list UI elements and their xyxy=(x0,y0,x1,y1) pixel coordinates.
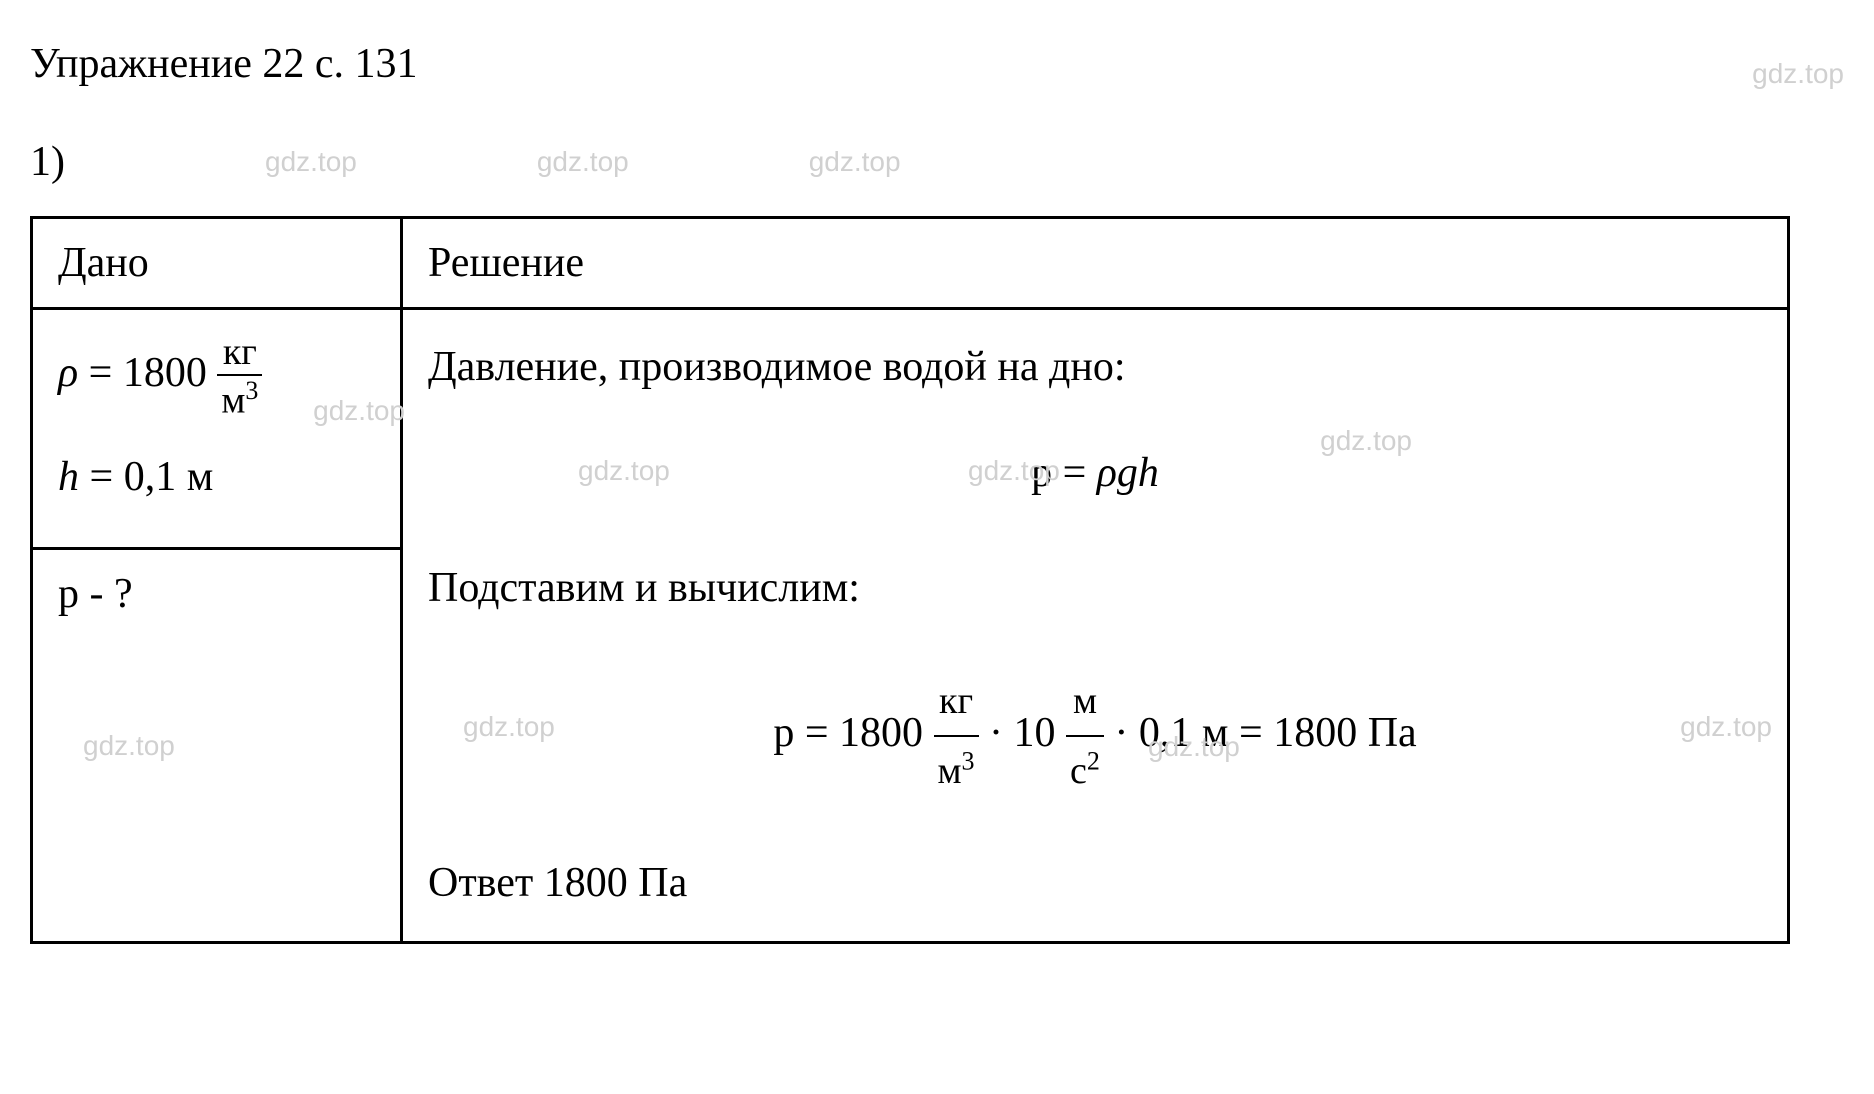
density-var: ρ xyxy=(58,350,78,396)
formula-h: h xyxy=(1138,450,1159,496)
solution-line-1: Давление, производимое водой на дно: xyxy=(428,330,1762,406)
solution-cell: Давление, производимое водой на дно: p =… xyxy=(402,309,1789,943)
watermark-f1a: gdz.top xyxy=(578,446,670,496)
watermark-given: gdz.top xyxy=(313,395,405,427)
calc-p: p xyxy=(773,710,794,756)
calc-eq-2: = xyxy=(1239,710,1273,756)
watermark-calc-b: gdz.top xyxy=(1148,722,1240,772)
watermark-calc-c: gdz.top xyxy=(1680,702,1772,752)
formula-eq: = xyxy=(1063,450,1097,496)
answer-label: Ответ xyxy=(428,860,533,906)
item-number: 1) xyxy=(30,138,65,186)
formula-g: g xyxy=(1117,450,1138,496)
calculation: p = 1800 кг м3 · 10 м с2 · 0,1 xyxy=(428,667,1762,806)
calc-dot-1: · xyxy=(989,710,1014,756)
eq-sign-2: = xyxy=(90,454,124,500)
given-header: Дано xyxy=(32,218,402,309)
watermark-header: gdz.top xyxy=(1752,58,1844,90)
watermark-2: gdz.top xyxy=(537,146,629,178)
solution-line-2: Подставим и вычислим: xyxy=(428,551,1762,627)
answer-value: 1800 xyxy=(544,860,628,906)
table-header-row: Дано Решение xyxy=(32,218,1789,309)
calc-u1-den: м3 xyxy=(934,737,979,805)
calc-v2: 10 xyxy=(1014,710,1056,756)
eq-sign: = xyxy=(89,350,123,396)
given-data: ρ = 1800 кг м3 h = 0,1 м gdz.top xyxy=(33,310,400,550)
page-title: Упражнение 22 с. 131 xyxy=(30,40,418,88)
watermark-3: gdz.top xyxy=(809,146,901,178)
height-unit: м xyxy=(187,454,214,500)
calc-dot-2: · xyxy=(1114,710,1139,756)
header-row: Упражнение 22 с. 131 gdz.top xyxy=(30,40,1844,108)
calc-u2-num: м xyxy=(1066,667,1104,737)
density-unit-fraction: кг м3 xyxy=(217,330,262,423)
calc-v1: 1800 xyxy=(839,710,923,756)
answer-line: Ответ 1800 Па xyxy=(428,846,1762,922)
table-content-row: ρ = 1800 кг м3 h = 0,1 м gdz.top xyxy=(32,309,1789,943)
density-unit-den: м3 xyxy=(217,376,262,423)
calc-result-unit: Па xyxy=(1368,710,1417,756)
watermark-row: 1) gdz.top gdz.top gdz.top xyxy=(30,138,1844,186)
calc-u1-num: кг xyxy=(934,667,979,737)
formula-1: p = ρgh gdz.top gdz.top gdz.top xyxy=(428,436,1762,512)
solution-table: Дано Решение ρ = 1800 кг м3 h = 0,1 xyxy=(30,216,1790,944)
watermark-f1b: gdz.top xyxy=(968,446,1060,496)
solution-content: Давление, производимое водой на дно: p =… xyxy=(428,330,1762,921)
calc-result: 1800 xyxy=(1273,710,1357,756)
unknown-line: p - ? xyxy=(58,570,375,618)
density-unit-num: кг xyxy=(217,330,262,376)
calc-u2-den: с2 xyxy=(1066,737,1104,805)
watermark-f1c: gdz.top xyxy=(1320,416,1412,466)
watermark-calc-a: gdz.top xyxy=(463,702,555,752)
height-var: h xyxy=(58,454,79,500)
height-line: h = 0,1 м xyxy=(58,453,375,501)
calc-u1-fraction: кг м3 xyxy=(934,667,979,806)
density-value: 1800 xyxy=(123,350,207,396)
solution-header: Решение xyxy=(402,218,1789,309)
calc-eq: = xyxy=(805,710,839,756)
watermark-1: gdz.top xyxy=(265,146,357,178)
formula-rho: ρ xyxy=(1097,450,1117,496)
calc-u2-fraction: м с2 xyxy=(1066,667,1104,806)
watermark-unknown: gdz.top xyxy=(83,730,175,762)
answer-unit: Па xyxy=(638,860,687,906)
height-value: 0,1 xyxy=(124,454,177,500)
given-cell: ρ = 1800 кг м3 h = 0,1 м gdz.top xyxy=(32,309,402,943)
unknown-cell: p - ? gdz.top xyxy=(33,550,400,870)
